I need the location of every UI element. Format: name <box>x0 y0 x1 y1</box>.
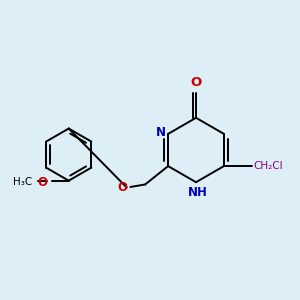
Text: H₃C: H₃C <box>13 177 32 187</box>
Text: O: O <box>190 76 202 89</box>
Text: CH₂Cl: CH₂Cl <box>253 161 283 171</box>
Text: N: N <box>156 126 166 139</box>
Text: O: O <box>117 181 127 194</box>
Text: NH: NH <box>188 186 208 199</box>
Text: O: O <box>37 176 47 189</box>
